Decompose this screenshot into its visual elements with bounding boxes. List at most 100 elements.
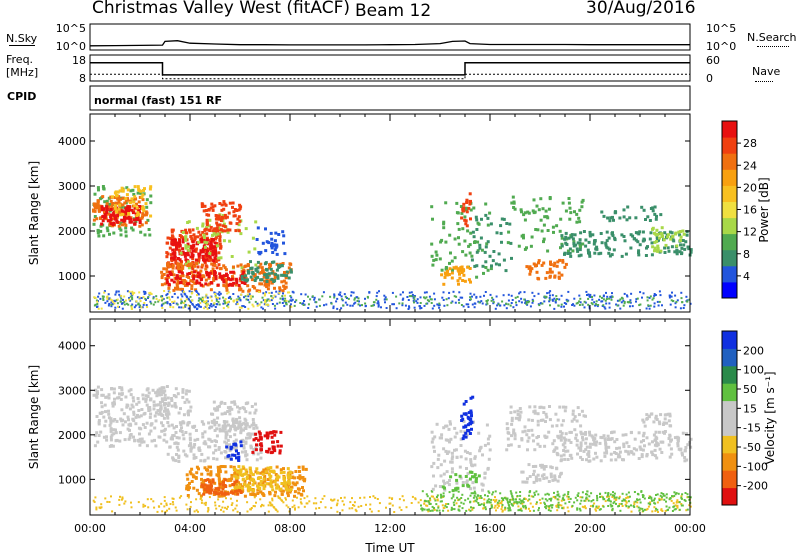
data-cell — [131, 228, 135, 232]
data-cell — [106, 229, 110, 233]
data-cell — [207, 228, 211, 232]
data-cell — [444, 449, 448, 453]
data-cell — [172, 434, 176, 438]
data-cell — [632, 237, 636, 241]
data-cell — [506, 498, 509, 501]
data-cell — [484, 494, 486, 497]
data-cell — [588, 495, 591, 498]
data-cell — [266, 434, 270, 438]
data-cell — [578, 243, 582, 247]
data-cell — [595, 509, 598, 512]
data-cell — [607, 492, 610, 494]
data-cell — [262, 468, 266, 472]
data-cell — [185, 398, 189, 402]
data-cell — [591, 442, 595, 446]
data-cell — [191, 303, 194, 306]
data-cell — [636, 297, 639, 300]
data-cell — [681, 504, 684, 507]
data-cell — [512, 206, 516, 209]
data-cell — [474, 492, 477, 495]
data-cell — [461, 207, 465, 211]
data-cell — [128, 407, 132, 411]
data-cell — [127, 210, 130, 214]
data-cell — [235, 449, 238, 453]
data-cell — [111, 217, 115, 221]
data-cell — [675, 252, 679, 256]
data-cell — [643, 497, 646, 500]
data-cell — [136, 218, 140, 221]
data-cell — [208, 282, 211, 286]
data-cell — [208, 496, 211, 499]
data-cell — [225, 215, 229, 219]
data-cell — [595, 300, 598, 303]
data-cell — [482, 271, 485, 275]
data-cell — [214, 487, 218, 491]
data-cell — [523, 425, 527, 429]
data-cell — [113, 204, 117, 208]
data-cell — [233, 427, 237, 431]
data-cell — [649, 304, 652, 307]
data-cell — [174, 387, 178, 391]
data-cell — [584, 432, 587, 436]
data-cell — [276, 302, 279, 305]
data-cell — [291, 298, 294, 301]
data-cell — [96, 186, 100, 190]
data-cell — [94, 205, 98, 209]
data-cell — [566, 449, 570, 453]
data-cell — [113, 214, 117, 218]
data-cell — [401, 304, 404, 307]
data-cell — [446, 269, 449, 273]
data-cell — [268, 266, 271, 270]
data-cell — [264, 467, 268, 471]
data-cell — [547, 509, 550, 512]
data-cell — [642, 510, 645, 512]
data-cell — [219, 228, 223, 232]
data-cell — [586, 493, 589, 496]
data-cell — [175, 453, 178, 456]
data-cell — [447, 483, 451, 487]
data-cell — [195, 488, 199, 492]
data-cell — [634, 231, 638, 235]
data-cell — [203, 466, 207, 470]
data-cell — [330, 506, 333, 509]
colorbar-tick-label: 24 — [743, 159, 757, 172]
data-cell — [251, 285, 255, 288]
data-cell — [579, 496, 582, 499]
data-cell — [471, 395, 475, 399]
data-cell — [556, 298, 558, 300]
data-cell — [670, 231, 674, 235]
data-cell — [614, 458, 618, 462]
colorbar-tick-label: 20 — [743, 181, 757, 194]
data-cell — [178, 306, 181, 309]
data-cell — [530, 418, 534, 422]
data-cell — [569, 430, 573, 434]
data-cell — [238, 484, 242, 488]
data-cell — [560, 244, 564, 248]
data-cell — [262, 299, 265, 302]
data-cell — [644, 218, 647, 221]
data-cell — [186, 423, 190, 427]
data-cell — [266, 478, 270, 481]
data-cell — [467, 206, 471, 210]
data-cell — [542, 406, 546, 410]
data-cell — [157, 435, 161, 439]
data-cell — [309, 298, 312, 301]
data-cell — [175, 425, 178, 428]
data-cell — [158, 393, 162, 397]
data-cell — [512, 431, 516, 435]
data-cell — [547, 430, 551, 434]
data-cell — [521, 430, 525, 434]
data-cell — [265, 268, 269, 272]
data-cell — [453, 435, 457, 439]
data-cell — [105, 435, 108, 439]
data-cell — [680, 503, 683, 505]
data-cell — [158, 387, 162, 391]
data-cell — [609, 500, 612, 503]
data-cell — [199, 238, 203, 242]
data-cell — [486, 216, 490, 220]
data-cell — [209, 244, 213, 248]
data-cell — [577, 413, 581, 417]
data-cell — [281, 302, 284, 304]
data-cell — [225, 441, 228, 445]
data-cell — [190, 467, 194, 471]
